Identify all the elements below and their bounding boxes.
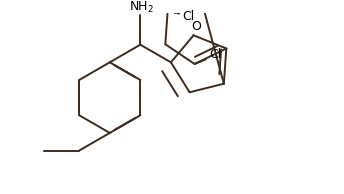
Text: O: O — [192, 20, 201, 33]
Text: Cl: Cl — [183, 10, 195, 23]
Text: NH$_2$: NH$_2$ — [129, 0, 154, 15]
Text: Cl: Cl — [209, 48, 222, 61]
